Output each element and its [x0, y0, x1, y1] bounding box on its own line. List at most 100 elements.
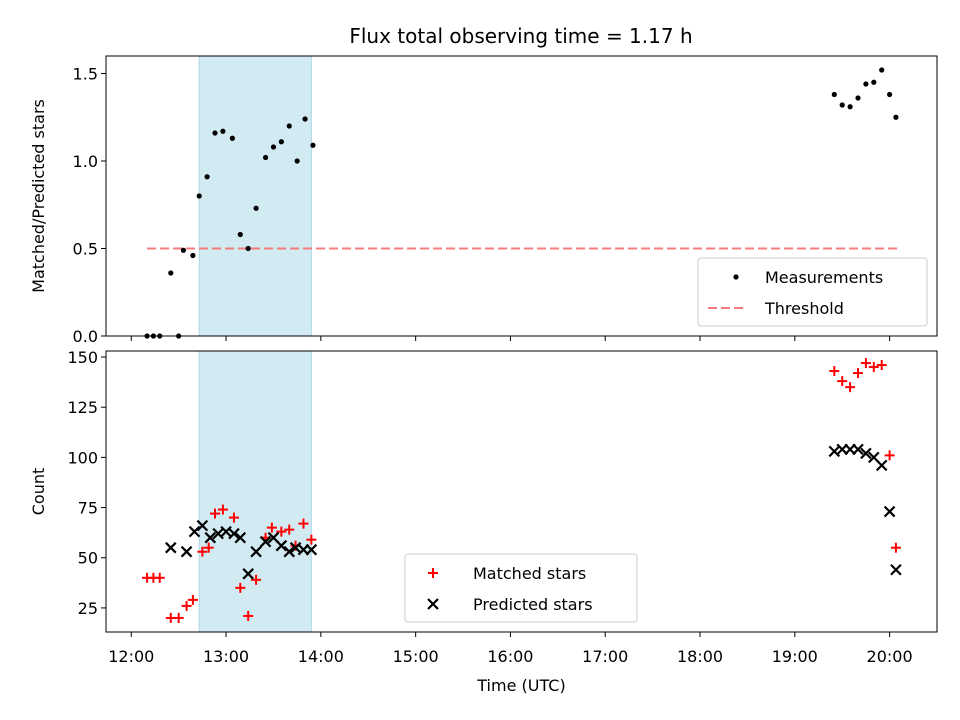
measurement-point [237, 231, 243, 238]
matched-star-point [197, 546, 208, 557]
measurement-point [220, 128, 226, 134]
predicted-star-point [204, 531, 217, 544]
y-tick-label: 150 [67, 348, 98, 367]
matched-star-point [203, 542, 214, 553]
matched-star-point [829, 366, 840, 377]
matched-star-point [298, 518, 309, 529]
legend-frame [697, 257, 928, 327]
measurement-point [893, 114, 899, 120]
measurement-point [196, 193, 202, 199]
y-tick-label: 0.5 [73, 240, 98, 259]
measurement-point [204, 174, 210, 180]
x-tick-label: 15:00 [393, 647, 439, 666]
matched-star-point [890, 542, 901, 553]
matched-star-point [845, 382, 856, 393]
measurement-point [278, 139, 284, 145]
legend-marker-predicted [427, 598, 439, 610]
measurement-point [294, 158, 300, 164]
matched-star-point [853, 368, 864, 379]
y-tick-label: 1.0 [73, 152, 98, 171]
x-axis-label: Time (UTC) [476, 676, 565, 695]
observing-interval-band [198, 350, 312, 633]
y-tick-label: 25 [78, 599, 98, 618]
measurement-point [190, 252, 196, 259]
predicted-star-point [242, 568, 254, 580]
predicted-star-point [234, 531, 247, 544]
predicted-star-point [188, 525, 201, 538]
predicted-star-point [852, 443, 864, 456]
predicted-star-point [180, 545, 193, 558]
legend: Measurements Threshold [697, 257, 928, 327]
ratio-panel: 0.0 0.5 1.0 1.5 Matched/Predicted stars Measu… [29, 55, 938, 346]
matched-star-point [235, 582, 246, 593]
chart-title: Flux total observing time = 1.17 h [349, 24, 692, 48]
matched-star-point [868, 362, 879, 373]
legend-label: Predicted stars [473, 595, 593, 614]
predicted-star-point [860, 447, 872, 460]
matched-star-point [217, 504, 228, 515]
measurement-point [855, 95, 861, 101]
measurement-point [286, 123, 292, 129]
measurement-point [310, 142, 316, 148]
y-tick-label: 100 [67, 448, 98, 467]
measurement-point [887, 91, 893, 98]
measurement-point [168, 270, 174, 276]
matched-star-point [860, 358, 871, 369]
x-tick-label: 20:00 [867, 647, 913, 666]
measurement-point [180, 247, 187, 253]
predicted-star-point [164, 541, 177, 554]
y-axis-label: Count [29, 468, 48, 516]
predicted-star-point [228, 527, 240, 540]
x-tick-label: 18:00 [677, 647, 723, 666]
matched-star-point [251, 574, 262, 585]
matched-star-point [876, 360, 887, 371]
matched-star-point [306, 534, 317, 545]
measurement-point [839, 102, 845, 108]
matched-star-point [228, 512, 239, 523]
predicted-star-point [196, 519, 209, 532]
measurement-point [212, 130, 218, 136]
x-tick-label: 14:00 [298, 647, 344, 666]
legend-label: Matched stars [473, 564, 586, 583]
matched-star-point [243, 610, 254, 621]
y-tick-label: 50 [78, 549, 98, 568]
matched-star-point [210, 508, 221, 519]
matched-star-point [276, 526, 287, 537]
count-panel: 25 50 75 100 125 150 12:00 13:00 14:00 15:00 16:00… [29, 348, 938, 695]
y-tick-label: 0.0 [73, 327, 98, 346]
observing-interval-band [198, 55, 312, 337]
legend: Matched stars Predicted stars [404, 553, 638, 623]
measurement-point [245, 245, 251, 252]
y-tick-label: 1.5 [73, 65, 98, 84]
axes-frame [105, 350, 938, 633]
predicted-star-point [275, 539, 288, 552]
x-tick-label: 16:00 [487, 647, 533, 666]
predicted-star-point [250, 545, 262, 558]
legend-marker-measurement [733, 274, 739, 280]
measurement-point [847, 104, 853, 110]
matched-star-point [837, 376, 848, 387]
measurement-point [302, 116, 308, 122]
legend-label: Threshold [764, 299, 844, 318]
measurement-point [871, 79, 877, 85]
predicted-star-point [883, 505, 896, 518]
matched-star-point [181, 600, 192, 611]
predicted-star-point [283, 545, 296, 558]
measurement-point [879, 67, 885, 73]
measurement-point [863, 81, 869, 87]
legend-frame [404, 553, 638, 623]
predicted-star-point [875, 459, 888, 472]
y-tick-label: 125 [67, 398, 98, 417]
predicted-star-point [259, 535, 272, 548]
x-tick-label: 19:00 [772, 647, 818, 666]
predicted-star-point [890, 564, 902, 576]
x-tick-label: 17:00 [582, 647, 628, 666]
x-tick-label: 13:00 [203, 647, 249, 666]
predicted-star-point [305, 543, 318, 556]
matched-star-point [266, 522, 277, 533]
y-tick-label: 75 [78, 499, 98, 518]
axes-frame [105, 55, 938, 337]
matched-star-point [187, 594, 198, 605]
measurement-point [253, 205, 259, 211]
